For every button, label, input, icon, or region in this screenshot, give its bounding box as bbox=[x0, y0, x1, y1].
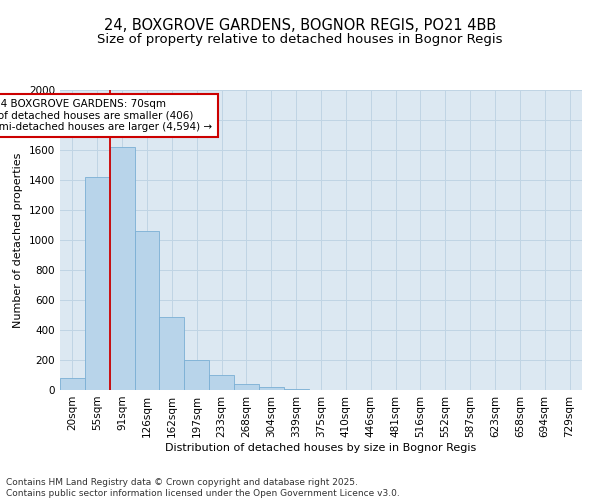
Y-axis label: Number of detached properties: Number of detached properties bbox=[13, 152, 23, 328]
Bar bbox=[209, 375, 234, 390]
Bar bbox=[110, 147, 134, 390]
Bar bbox=[134, 231, 160, 390]
Bar bbox=[85, 177, 110, 390]
Bar bbox=[259, 387, 284, 390]
Bar bbox=[184, 360, 209, 390]
Bar bbox=[234, 384, 259, 390]
Text: Size of property relative to detached houses in Bognor Regis: Size of property relative to detached ho… bbox=[97, 32, 503, 46]
Bar bbox=[284, 388, 308, 390]
Text: Contains HM Land Registry data © Crown copyright and database right 2025.
Contai: Contains HM Land Registry data © Crown c… bbox=[6, 478, 400, 498]
Text: 24, BOXGROVE GARDENS, BOGNOR REGIS, PO21 4BB: 24, BOXGROVE GARDENS, BOGNOR REGIS, PO21… bbox=[104, 18, 496, 32]
Bar bbox=[160, 316, 184, 390]
X-axis label: Distribution of detached houses by size in Bognor Regis: Distribution of detached houses by size … bbox=[166, 442, 476, 452]
Bar bbox=[60, 378, 85, 390]
Text: 24 BOXGROVE GARDENS: 70sqm
← 8% of detached houses are smaller (406)
91% of semi: 24 BOXGROVE GARDENS: 70sqm ← 8% of detac… bbox=[0, 99, 212, 132]
